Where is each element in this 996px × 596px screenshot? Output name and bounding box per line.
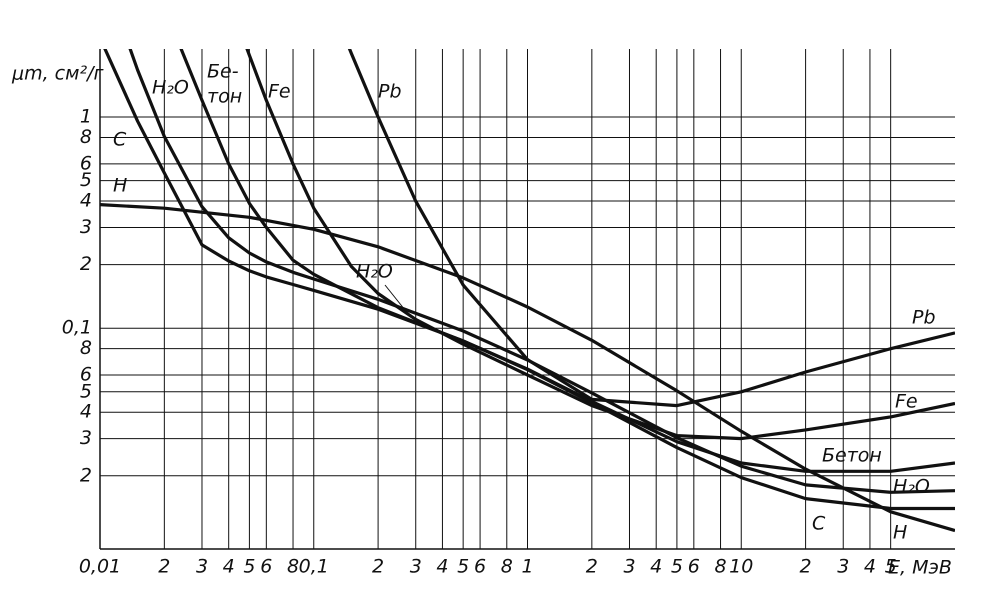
x-tick-label: 2 xyxy=(800,556,812,578)
x-tick-label: 6 xyxy=(260,556,272,578)
curve-annotation: Pb xyxy=(378,81,402,103)
x-tick-label: 8 xyxy=(714,556,726,578)
y-tick-label: 8 xyxy=(80,126,92,148)
x-tick-label: 5 xyxy=(671,556,683,578)
y-tick-label: 5 xyxy=(80,380,92,402)
x-tick-label: 5 xyxy=(885,556,897,578)
curve xyxy=(103,49,955,511)
y-axis-label: μm, см²/г xyxy=(11,63,104,85)
curve-annotation: Бе- xyxy=(207,61,239,83)
x-tick-label: 3 xyxy=(196,556,208,578)
x-tick-label: 4 xyxy=(864,556,876,578)
y-tick-label: 3 xyxy=(80,427,92,449)
x-tick-label: 0,01 xyxy=(79,556,121,578)
x-tick-label: 6 xyxy=(474,556,486,578)
x-tick-label: 3 xyxy=(837,556,849,578)
x-tick-label: 2 xyxy=(586,556,598,578)
curve-annotation: тон xyxy=(207,86,242,108)
y-tick-label: 3 xyxy=(80,216,92,238)
x-axis-label: E, МэВ xyxy=(888,557,952,579)
series-label: C xyxy=(812,513,826,535)
curve-annotation: C xyxy=(113,129,127,151)
x-tick-label: 1 xyxy=(521,556,533,578)
series-label: H₂O xyxy=(893,476,930,498)
curve xyxy=(128,49,955,494)
series-label: Fe xyxy=(895,391,918,413)
x-tick-label: 5 xyxy=(457,556,469,578)
curve xyxy=(347,49,955,408)
y-tick-label: 8 xyxy=(80,337,92,359)
x-tick-label: 8 xyxy=(287,556,299,578)
y-tick-label: 4 xyxy=(80,401,92,423)
x-tick-label: 3 xyxy=(623,556,635,578)
x-tick-label: 4 xyxy=(650,556,662,578)
x-tick-label: 2 xyxy=(158,556,170,578)
curve-annotation: H xyxy=(113,175,127,197)
y-tick-label: 1 xyxy=(80,106,92,128)
series-label: H xyxy=(893,522,907,544)
y-tick-label: 5 xyxy=(80,169,92,191)
x-tick-label: 4 xyxy=(436,556,448,578)
y-tick-label: 4 xyxy=(80,190,92,212)
x-tick-label: 10 xyxy=(729,556,753,578)
curve-annotation: H₂O xyxy=(356,261,393,283)
x-tick-label: 4 xyxy=(223,556,235,578)
series-label: Бетон xyxy=(822,445,882,467)
y-tick-label: 2 xyxy=(80,253,92,275)
curve-annotation: H₂O xyxy=(152,77,189,99)
x-tick-label: 0,1 xyxy=(299,556,329,578)
curve xyxy=(179,49,955,473)
series-label: Pb xyxy=(912,307,936,329)
x-tick-label: 8 xyxy=(501,556,513,578)
x-tick-label: 3 xyxy=(410,556,422,578)
y-tick-label: 2 xyxy=(80,464,92,486)
y-tick-label: 6 xyxy=(80,152,92,174)
y-tick-label: 6 xyxy=(80,364,92,386)
x-tick-label: 5 xyxy=(243,556,255,578)
x-tick-label: 2 xyxy=(372,556,384,578)
curve-annotation: Fe xyxy=(268,81,291,103)
leader-line xyxy=(384,284,406,311)
x-tick-label: 6 xyxy=(688,556,700,578)
y-tick-label: 0,1 xyxy=(62,317,92,339)
